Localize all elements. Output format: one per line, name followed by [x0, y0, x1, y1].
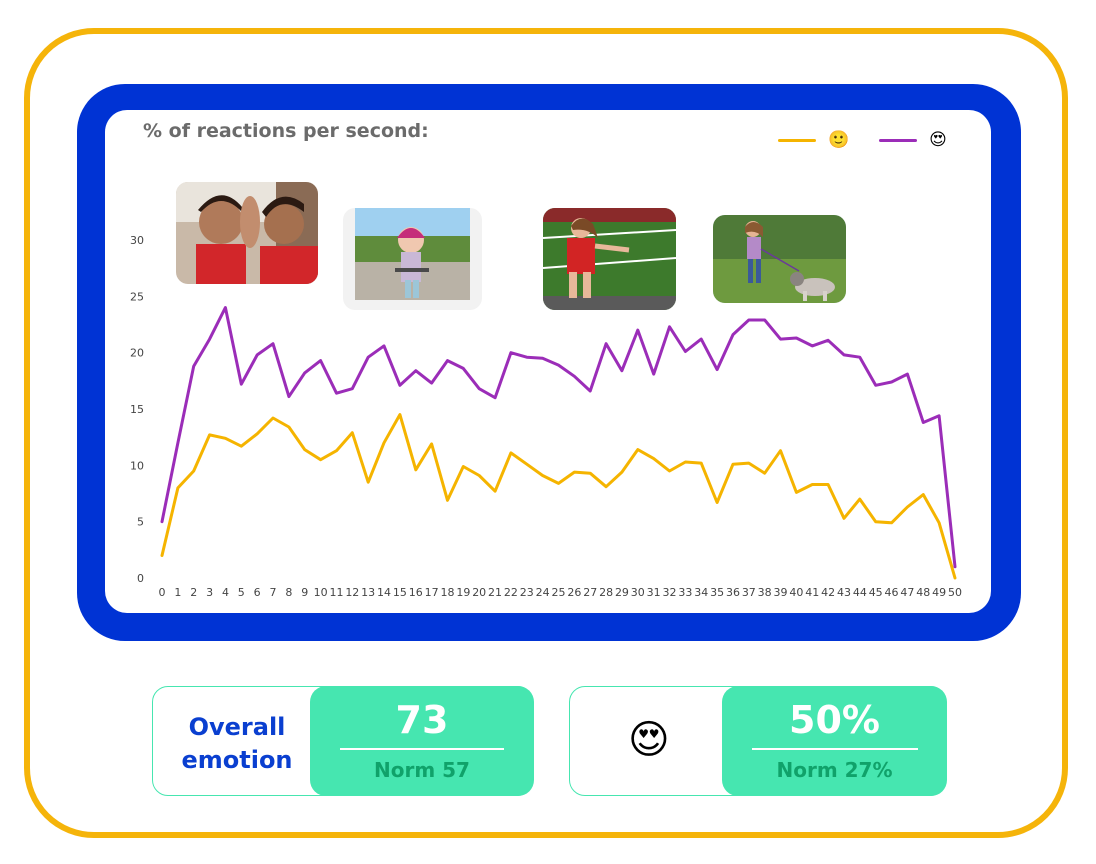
- legend-label-smile: 🙂: [828, 130, 850, 150]
- heart-eyes-value: 50%: [789, 697, 880, 742]
- series-line-smile: [160, 413, 957, 580]
- x-tick-label: 5: [238, 586, 245, 599]
- overall-emotion-label: Overall emotion: [153, 711, 321, 777]
- heart-eyes-card: 😍 50% Norm 27%: [569, 685, 947, 796]
- girl-running-field-photo: [543, 208, 676, 310]
- x-tick-label: 11: [329, 586, 343, 599]
- y-tick-label: 15: [130, 403, 144, 416]
- chart-legend: 🙂 😍: [778, 130, 977, 150]
- series-line-heart-eyes: [160, 306, 957, 569]
- x-tick-label: 36: [726, 586, 740, 599]
- x-tick-label: 12: [345, 586, 359, 599]
- x-tick-label: 32: [663, 586, 677, 599]
- x-tick-label: 10: [314, 586, 328, 599]
- x-tick-label: 13: [361, 586, 375, 599]
- x-tick-label: 3: [206, 586, 213, 599]
- x-tick-label: 33: [678, 586, 692, 599]
- x-tick-label: 4: [222, 586, 229, 599]
- x-tick-label: 40: [789, 586, 803, 599]
- x-tick-label: 0: [159, 586, 166, 599]
- x-tick-label: 30: [631, 586, 645, 599]
- x-tick-label: 39: [774, 586, 788, 599]
- x-tick-label: 22: [504, 586, 518, 599]
- x-tick-label: 29: [615, 586, 629, 599]
- heart-eyes-score-panel: 50% Norm 27%: [722, 685, 947, 796]
- x-tick-label: 14: [377, 586, 391, 599]
- x-tick-label: 48: [916, 586, 930, 599]
- y-tick-label: 5: [137, 516, 144, 529]
- x-tick-label: 45: [869, 586, 883, 599]
- x-tick-label: 21: [488, 586, 502, 599]
- x-tick-label: 46: [885, 586, 899, 599]
- x-tick-label: 37: [742, 586, 756, 599]
- x-tick-label: 24: [536, 586, 550, 599]
- x-tick-label: 8: [285, 586, 292, 599]
- x-tick-label: 47: [900, 586, 914, 599]
- x-tick-label: 44: [853, 586, 867, 599]
- x-tick-label: 38: [758, 586, 772, 599]
- series-lines: [160, 306, 957, 580]
- heart-eyes-divider: [751, 747, 918, 750]
- x-tick-label: 25: [552, 586, 566, 599]
- x-tick-label: 6: [254, 586, 261, 599]
- x-tick-label: 9: [301, 586, 308, 599]
- x-tick-label: 20: [472, 586, 486, 599]
- x-tick-label: 35: [710, 586, 724, 599]
- legend-line-heart-eyes: [879, 138, 918, 142]
- y-tick-label: 10: [130, 459, 144, 472]
- girl-scooter-photo: [343, 208, 482, 310]
- legend-item-smile: 🙂: [778, 130, 849, 150]
- x-tick-label: 16: [409, 586, 423, 599]
- legend-label-heart-eyes: 😍: [929, 130, 947, 150]
- x-tick-label: 42: [821, 586, 835, 599]
- x-tick-label: 18: [440, 586, 454, 599]
- y-axis-ticks: 0 5 10 15 20 25 30: [130, 234, 144, 585]
- y-tick-label: 25: [130, 290, 144, 303]
- y-tick-label: 20: [130, 347, 144, 360]
- x-axis-ticks: 0 1 2 3 4 5 6 7 8 9 10 11 12 13 14 15 16 17 18 19 20 21 22 23 24…: [159, 586, 963, 599]
- x-tick-label: 27: [583, 586, 597, 599]
- x-tick-label: 28: [599, 586, 613, 599]
- chart-title: % of reactions per second:: [143, 120, 429, 142]
- two-children-photo: [176, 182, 318, 284]
- x-tick-label: 50: [948, 586, 962, 599]
- heart-eyes-norm: Norm 27%: [776, 757, 893, 782]
- legend-line-smile: [778, 138, 816, 142]
- overall-emotion-card: Overall emotion 73 Norm 57: [152, 685, 534, 796]
- y-tick-label: 30: [130, 234, 144, 247]
- x-tick-label: 19: [456, 586, 470, 599]
- heart-eyes-icon: 😍: [628, 717, 670, 763]
- x-tick-label: 1: [174, 586, 181, 599]
- x-tick-label: 15: [393, 586, 407, 599]
- legend-item-heart-eyes: 😍: [879, 130, 947, 150]
- x-tick-label: 23: [520, 586, 534, 599]
- overall-emotion-norm: Norm 57: [374, 757, 470, 782]
- x-tick-label: 7: [270, 586, 277, 599]
- x-tick-label: 17: [425, 586, 439, 599]
- overall-emotion-score-panel: 73 Norm 57: [310, 685, 534, 796]
- x-tick-label: 49: [932, 586, 946, 599]
- girl-walking-dog-photo: [713, 215, 846, 303]
- overall-emotion-value: 73: [395, 697, 449, 742]
- x-tick-label: 34: [694, 586, 708, 599]
- overall-emotion-label-line2: emotion: [181, 746, 293, 774]
- x-tick-label: 2: [190, 586, 197, 599]
- overall-emotion-divider: [340, 747, 504, 750]
- overall-emotion-label-line1: Overall: [188, 713, 286, 741]
- x-tick-label: 41: [805, 586, 819, 599]
- y-tick-label: 0: [137, 572, 144, 585]
- x-tick-label: 43: [837, 586, 851, 599]
- x-tick-label: 26: [567, 586, 581, 599]
- x-tick-label: 31: [647, 586, 661, 599]
